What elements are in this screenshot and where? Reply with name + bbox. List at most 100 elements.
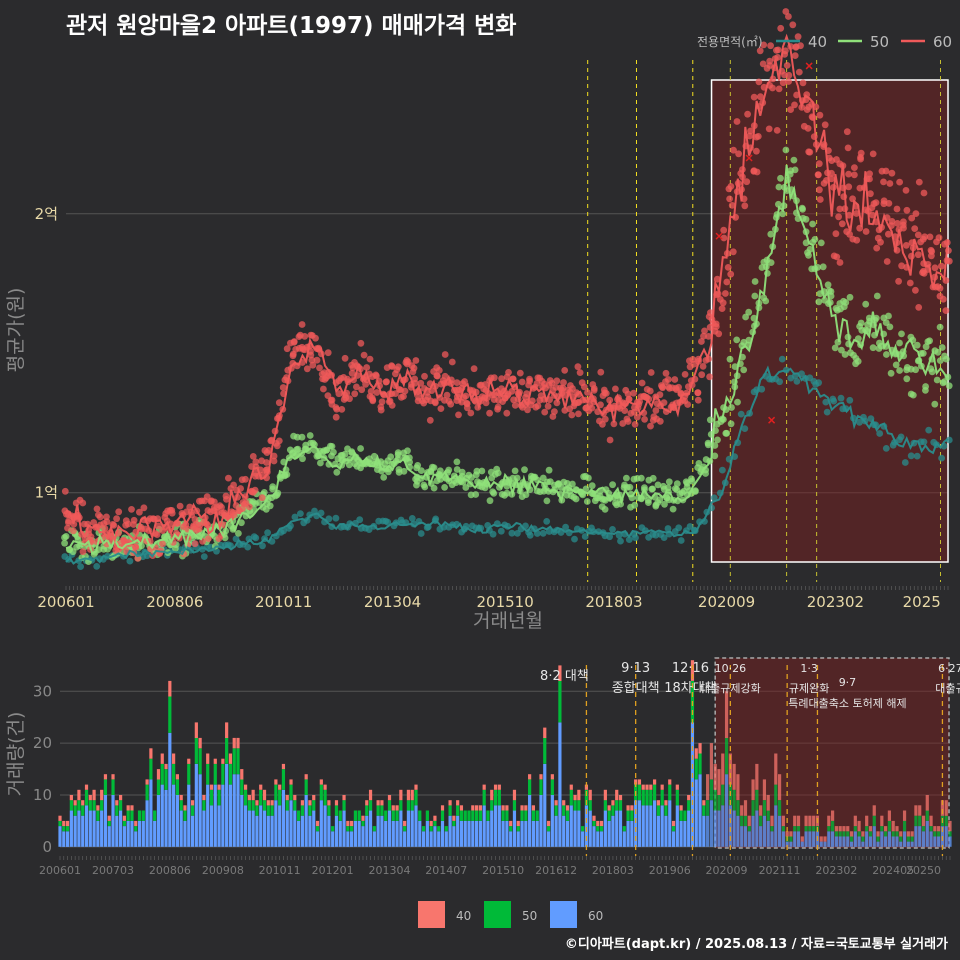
price-point-40	[793, 378, 801, 385]
volume-bar-60	[592, 826, 596, 847]
volume-bar-60	[391, 820, 395, 847]
volume-bar-50	[884, 831, 888, 837]
volume-bar-60	[403, 831, 407, 847]
volume-bar-50	[92, 800, 96, 811]
price-point-60	[787, 106, 794, 113]
volume-bar-60	[141, 820, 145, 847]
price-point-60	[882, 167, 890, 175]
volume-bar-40	[554, 800, 558, 806]
volume-bar-50	[482, 789, 486, 806]
volume-bar-60	[785, 841, 789, 847]
volume-bar-40	[194, 722, 198, 738]
price-point-60	[774, 54, 782, 61]
price-point-60	[775, 85, 783, 93]
volume-bar-50	[524, 810, 528, 821]
volume-bar-60	[914, 826, 918, 847]
price-point-40	[581, 533, 589, 540]
price-point-50	[751, 278, 759, 285]
price-point-50	[819, 263, 827, 271]
price-point-60	[753, 168, 761, 176]
volume-bar-50	[338, 810, 342, 821]
volume-bar-50	[414, 789, 418, 806]
price-point-40	[200, 553, 208, 560]
volume-bar-50	[808, 826, 812, 832]
volume-bar-40	[119, 795, 123, 801]
price-point-60	[481, 381, 489, 388]
volume-bar-40	[925, 795, 929, 811]
price-point-40	[719, 466, 726, 474]
volume-bar-50	[327, 805, 331, 816]
volume-bar-50	[679, 810, 683, 821]
price-y-tick-0: 1억	[35, 484, 58, 502]
price-point-60	[65, 517, 72, 525]
volume-bar-50	[198, 748, 202, 775]
price-point-60	[358, 386, 366, 394]
price-point-40	[562, 523, 569, 531]
volume-bar-60	[100, 810, 104, 847]
volume-bar-50	[202, 800, 206, 811]
volume-bar-50	[774, 784, 778, 806]
price-point-60	[727, 270, 735, 278]
volume-bar-50	[937, 831, 941, 837]
volume-bar-40	[300, 800, 304, 806]
volume-x-tick-1: 200703	[92, 864, 134, 877]
volume-bar-40	[675, 784, 679, 790]
volume-bar-50	[421, 826, 426, 832]
price-point-60	[524, 406, 531, 414]
volume-bar-50	[437, 826, 441, 832]
volume-bar-60	[459, 820, 464, 847]
volume-bar-60	[599, 831, 604, 847]
volume-bar-60	[876, 841, 880, 847]
price-point-60	[656, 391, 664, 399]
volume-bar-60	[588, 810, 592, 847]
credit-text: ©디아파트(dapt.kr) / 2025.08.13 / 자료=국토교통부 실…	[564, 937, 948, 952]
volume-bar-60	[437, 831, 441, 847]
price-point-60	[249, 453, 257, 460]
policy-annotation-4-0: 1·3	[800, 662, 818, 675]
price-point-60	[441, 372, 449, 380]
price-point-60	[753, 147, 760, 155]
volume-bar-50	[762, 800, 767, 816]
volume-bar-50	[736, 800, 740, 816]
volume-bar-60	[573, 810, 577, 847]
price-point-50	[62, 533, 70, 540]
price-point-50	[909, 391, 917, 399]
volume-bar-60	[520, 820, 524, 847]
volume-bar-60	[183, 820, 187, 847]
volume-bar-40	[278, 784, 282, 790]
price-point-50	[601, 506, 609, 513]
price-x-tick-3: 201304	[364, 593, 421, 611]
price-point-60	[845, 211, 853, 219]
volume-bar-40	[933, 826, 937, 832]
volume-bar-50	[119, 800, 123, 811]
volume-bar-50	[172, 763, 176, 785]
volume-bar-60	[528, 795, 532, 847]
price-point-60	[576, 369, 584, 376]
volume-bar-40	[247, 795, 251, 801]
price-point-60	[720, 234, 728, 242]
volume-bar-60	[175, 795, 179, 847]
volume-bar-40	[759, 805, 763, 816]
volume-bar-60	[846, 836, 850, 847]
price-point-60	[93, 505, 101, 513]
volume-bar-60	[902, 831, 907, 847]
price-point-60	[574, 363, 582, 371]
price-point-60	[183, 508, 190, 516]
price-point-40	[332, 514, 340, 522]
price-point-60	[915, 304, 923, 311]
price-x-tick-1: 200806	[146, 593, 203, 611]
volume-bar-50	[225, 737, 229, 764]
volume-bar-60	[478, 820, 482, 847]
price-point-50	[656, 496, 664, 504]
price-point-60	[295, 333, 303, 340]
volume-bar-50	[501, 810, 505, 821]
price-point-60	[388, 402, 396, 409]
volume-bar-40	[62, 820, 66, 827]
volume-bar-40	[599, 820, 604, 827]
price-point-40	[837, 394, 845, 402]
price-point-60	[191, 540, 199, 548]
volume-bar-40	[823, 836, 827, 842]
price-point-60	[624, 390, 632, 398]
volume-bar-60	[84, 805, 89, 847]
volume-x-tick-14: 202302	[815, 864, 857, 877]
